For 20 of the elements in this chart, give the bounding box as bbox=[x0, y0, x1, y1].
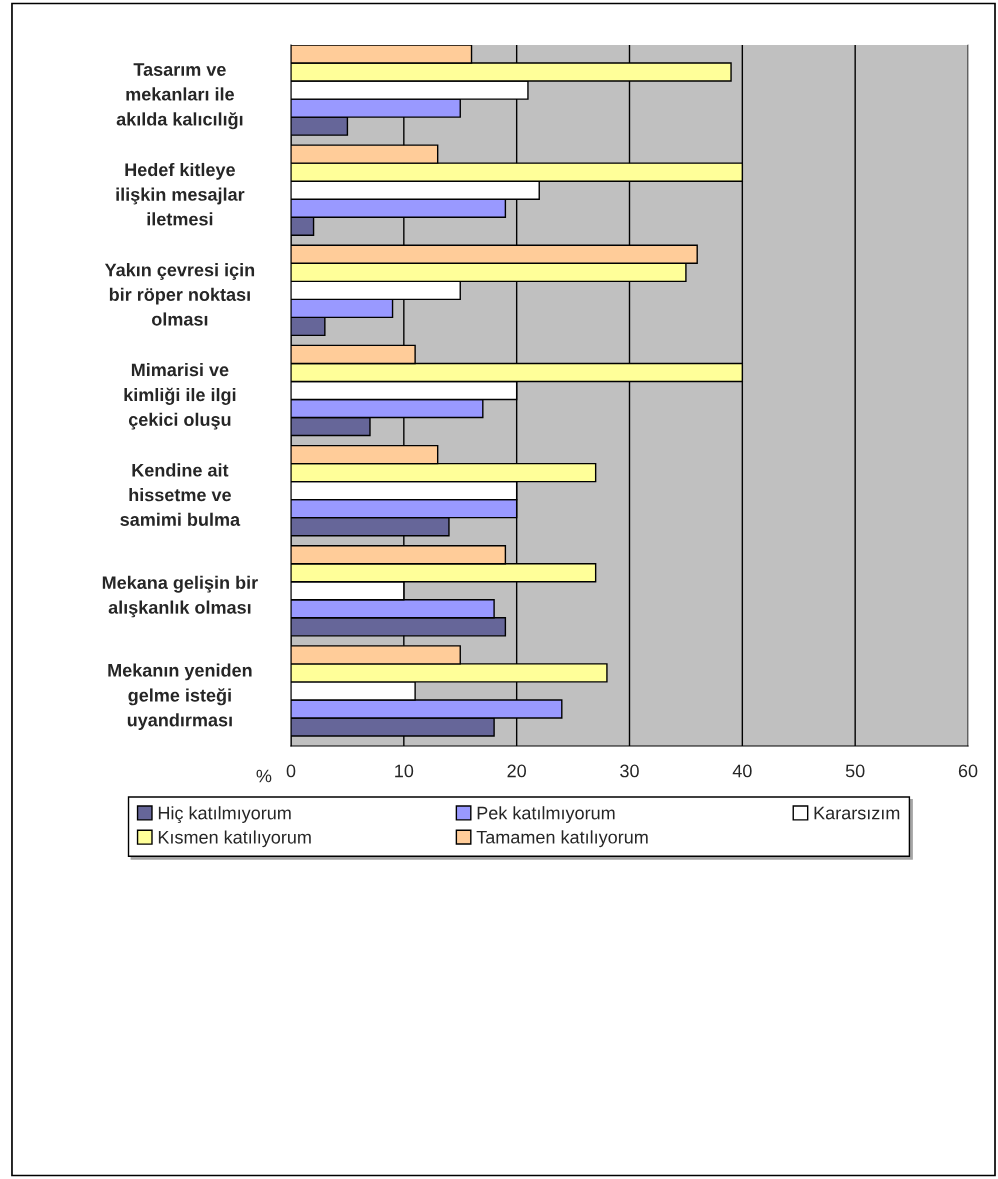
y-tick-label: Kendine ait hissetme ve samimi bulma bbox=[120, 463, 241, 526]
y-tick-label: Hedef kitleye ilişkin mesajlar iletmesi bbox=[116, 162, 245, 226]
y-tick-label: Tasarım ve mekanları ile akılda kalıcılığı bbox=[116, 63, 243, 130]
y-tick-label: Mekanın yeniden gelme isteği uyandırması bbox=[108, 663, 252, 731]
x-tick-label: 50 bbox=[845, 764, 865, 778]
x-tick-label: 40 bbox=[732, 764, 752, 778]
x-tick-label: 10 bbox=[395, 764, 414, 778]
x-tick-label: 20 bbox=[507, 764, 526, 778]
legend-label: Pek katılmıyorum bbox=[477, 806, 615, 823]
x-axis-title: % bbox=[256, 769, 272, 783]
y-tick-label: Mimarisi ve kimliği ile ilgi çekici oluşu bbox=[124, 363, 236, 430]
x-tick-label: 0 bbox=[286, 764, 296, 778]
y-tick-label: Mekana gelişin bir alışkanlık olması bbox=[102, 575, 258, 618]
legend-label: Tamamen katılıyorum bbox=[476, 830, 648, 848]
y-tick-label: Yakın çevresi için bir röper noktası olması bbox=[104, 263, 255, 326]
legend-label: Hiç katılmıyorum bbox=[158, 806, 291, 824]
x-tick-label: 60 bbox=[958, 764, 978, 778]
legend-label: Kararsızım bbox=[814, 806, 900, 820]
legend-label: Kısmen katılıyorum bbox=[158, 830, 311, 848]
x-tick-label: 30 bbox=[620, 764, 639, 778]
